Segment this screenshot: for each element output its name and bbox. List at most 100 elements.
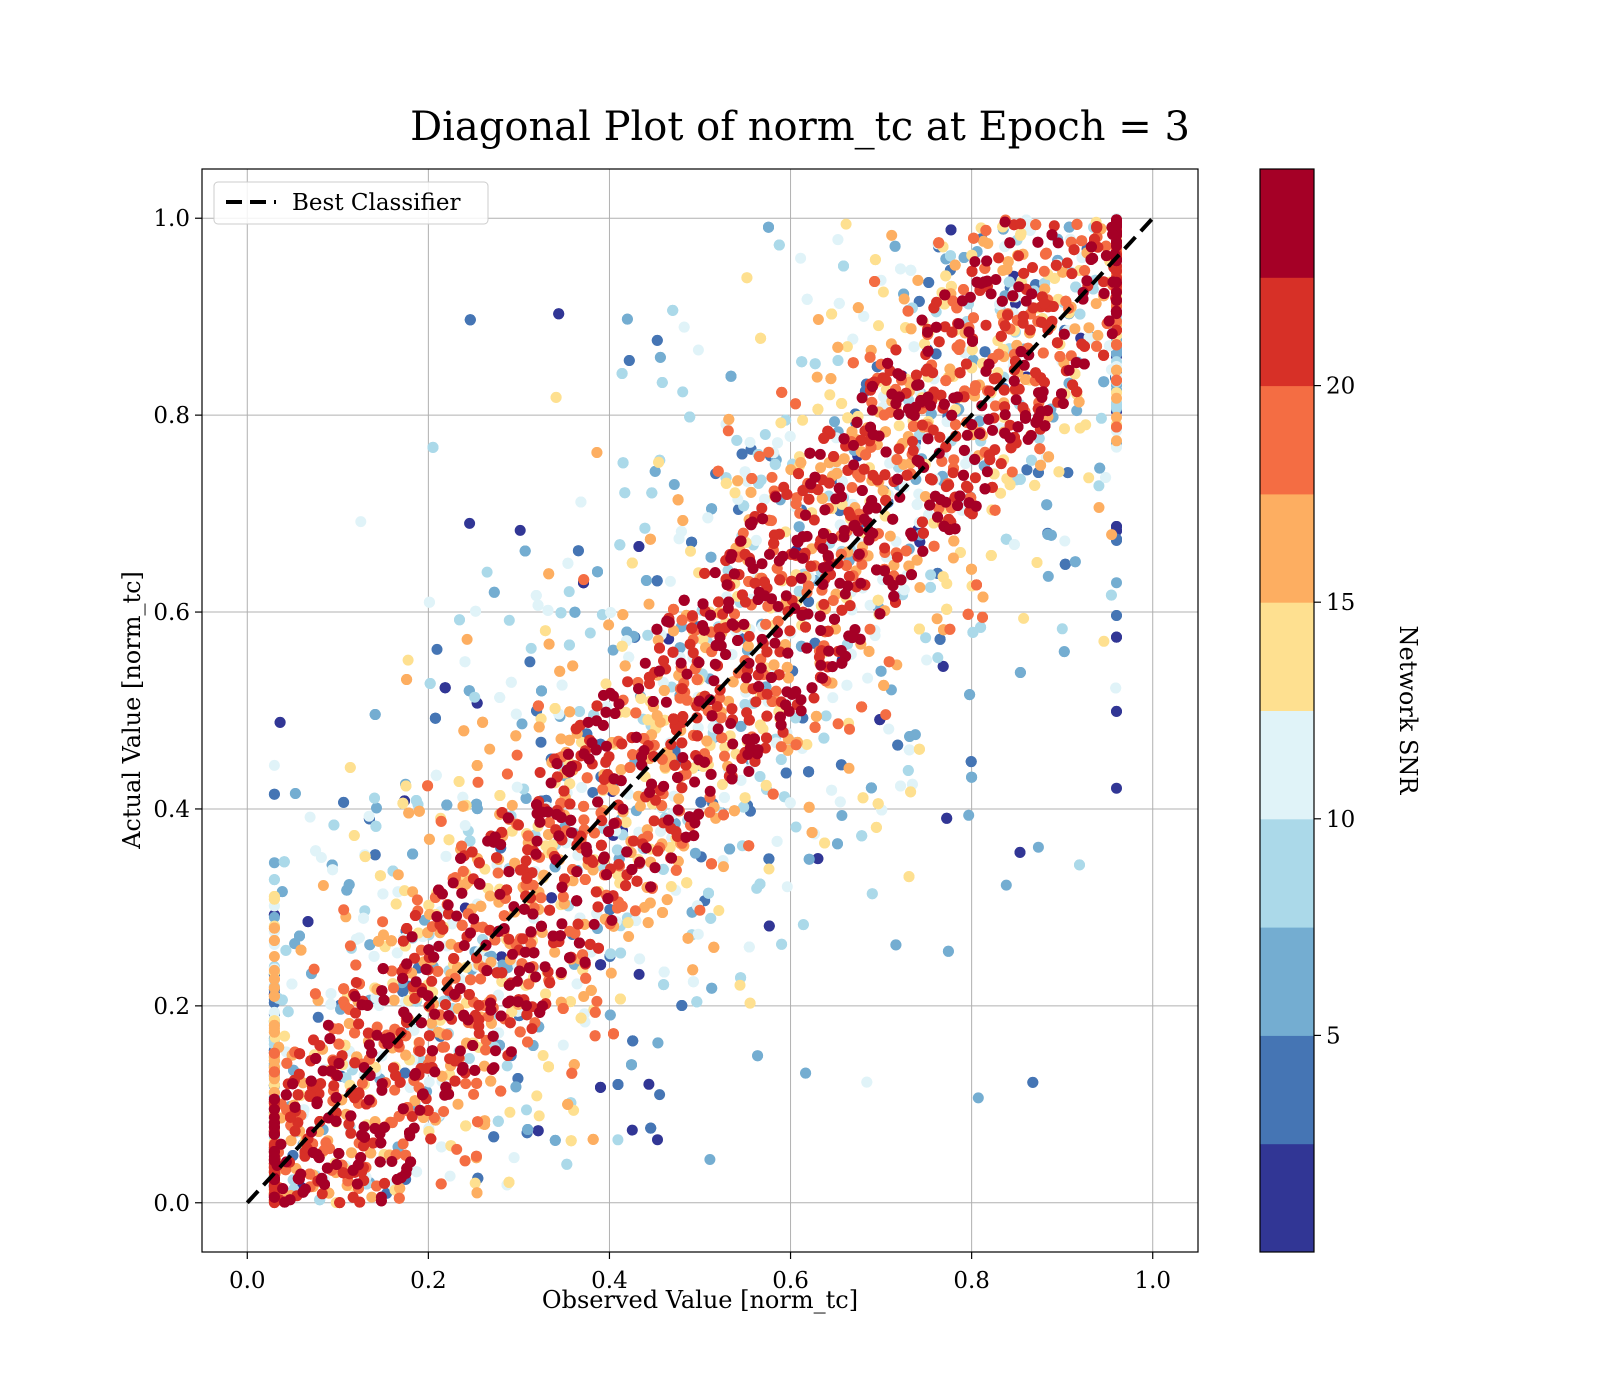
scatter-point xyxy=(687,976,699,988)
scatter-point xyxy=(423,1076,435,1088)
scatter-point xyxy=(460,1120,472,1132)
scatter-point xyxy=(278,856,290,868)
scatter-point xyxy=(511,781,523,793)
scatter-point xyxy=(325,998,337,1010)
scatter-point xyxy=(744,997,756,1009)
scatter-point xyxy=(949,259,961,271)
scatter-point xyxy=(873,320,884,332)
scatter-point xyxy=(495,1085,507,1097)
scatter-point xyxy=(909,729,921,741)
scatter-point xyxy=(840,218,852,230)
scatter-point xyxy=(1098,635,1110,647)
scatter-point xyxy=(790,398,801,410)
scatter-point xyxy=(1095,412,1107,424)
scatter-point xyxy=(626,557,638,569)
scatter-point xyxy=(1040,247,1052,259)
scatter-point xyxy=(912,274,924,286)
scatter-point xyxy=(841,341,853,353)
scatter-point xyxy=(359,851,371,863)
scatter-point xyxy=(536,685,547,697)
scatter-point xyxy=(878,679,890,691)
scatter-point xyxy=(905,323,917,335)
scatter-point xyxy=(578,800,590,812)
scatter-point xyxy=(374,870,386,882)
scatter-point xyxy=(643,1078,655,1090)
scatter-point xyxy=(514,524,526,536)
scatter-points xyxy=(268,213,1122,1209)
scatter-point xyxy=(890,939,902,951)
scatter-point xyxy=(964,689,976,701)
scatter-point xyxy=(457,865,469,877)
scatter-point xyxy=(805,560,817,572)
scatter-point xyxy=(754,771,766,782)
scatter-point xyxy=(832,838,843,850)
scatter-point xyxy=(533,1110,545,1122)
scatter-point xyxy=(1045,529,1057,541)
scatter-point xyxy=(312,1011,324,1023)
scatter-point xyxy=(760,779,772,791)
scatter-point xyxy=(469,691,481,703)
scatter-point xyxy=(369,709,381,720)
scatter-point xyxy=(535,892,547,904)
scatter-point xyxy=(886,229,898,241)
scatter-point xyxy=(944,623,956,635)
scatter-point xyxy=(875,665,887,677)
scatter-point xyxy=(576,782,588,793)
scatter-point xyxy=(531,1090,543,1102)
scatter-point xyxy=(692,928,704,940)
scatter-point xyxy=(589,1030,601,1042)
scatter-point xyxy=(472,776,484,788)
scatter-point xyxy=(562,557,574,569)
scatter-point xyxy=(472,1116,484,1128)
scatter-point xyxy=(584,627,596,639)
scatter-point xyxy=(966,771,978,783)
scatter-point xyxy=(492,1115,504,1127)
scatter-point xyxy=(797,414,809,426)
scatter-point xyxy=(494,790,506,801)
scatter-point xyxy=(741,272,753,284)
scatter-point xyxy=(763,863,775,875)
scatter-point xyxy=(616,738,628,750)
scatter-point xyxy=(452,1098,464,1110)
scatter-point xyxy=(827,595,839,606)
scatter-point xyxy=(832,341,844,353)
scatter-point xyxy=(872,798,884,810)
scatter-point xyxy=(401,674,413,685)
scatter-point xyxy=(862,672,874,684)
scatter-point xyxy=(543,638,555,650)
scatter-point xyxy=(520,792,532,804)
scatter-point xyxy=(905,786,917,798)
scatter-point xyxy=(355,516,367,528)
scatter-point xyxy=(803,766,815,778)
scatter-point xyxy=(985,550,997,561)
scatter-point xyxy=(575,496,587,508)
scatter-point xyxy=(1018,612,1030,624)
scatter-point xyxy=(739,792,751,804)
scatter-point xyxy=(617,457,629,469)
scatter-point xyxy=(744,436,756,448)
scatter-point xyxy=(736,448,748,460)
scatter-point xyxy=(1031,557,1043,568)
scatter-point xyxy=(443,834,455,846)
scatter-point xyxy=(453,776,465,787)
scatter-point xyxy=(704,806,716,818)
scatter-point xyxy=(1092,329,1104,341)
scatter-point xyxy=(504,1106,516,1118)
scatter-point xyxy=(948,454,960,466)
scatter-point xyxy=(408,1024,420,1036)
scatter-point xyxy=(268,788,280,800)
scatter-point xyxy=(471,760,483,771)
scatter-point xyxy=(652,1134,663,1146)
scatter-point xyxy=(803,596,815,608)
scatter-point xyxy=(621,313,633,325)
scatter-point xyxy=(724,843,736,855)
scatter-point xyxy=(689,847,701,859)
scatter-point xyxy=(368,950,380,962)
scatter-point xyxy=(672,494,684,506)
scatter-point xyxy=(627,1035,639,1047)
scatter-point xyxy=(763,853,775,865)
scatter-point xyxy=(1026,454,1037,466)
scatter-point xyxy=(619,660,631,672)
scatter-point xyxy=(1062,467,1074,479)
scatter-point xyxy=(676,1000,688,1011)
